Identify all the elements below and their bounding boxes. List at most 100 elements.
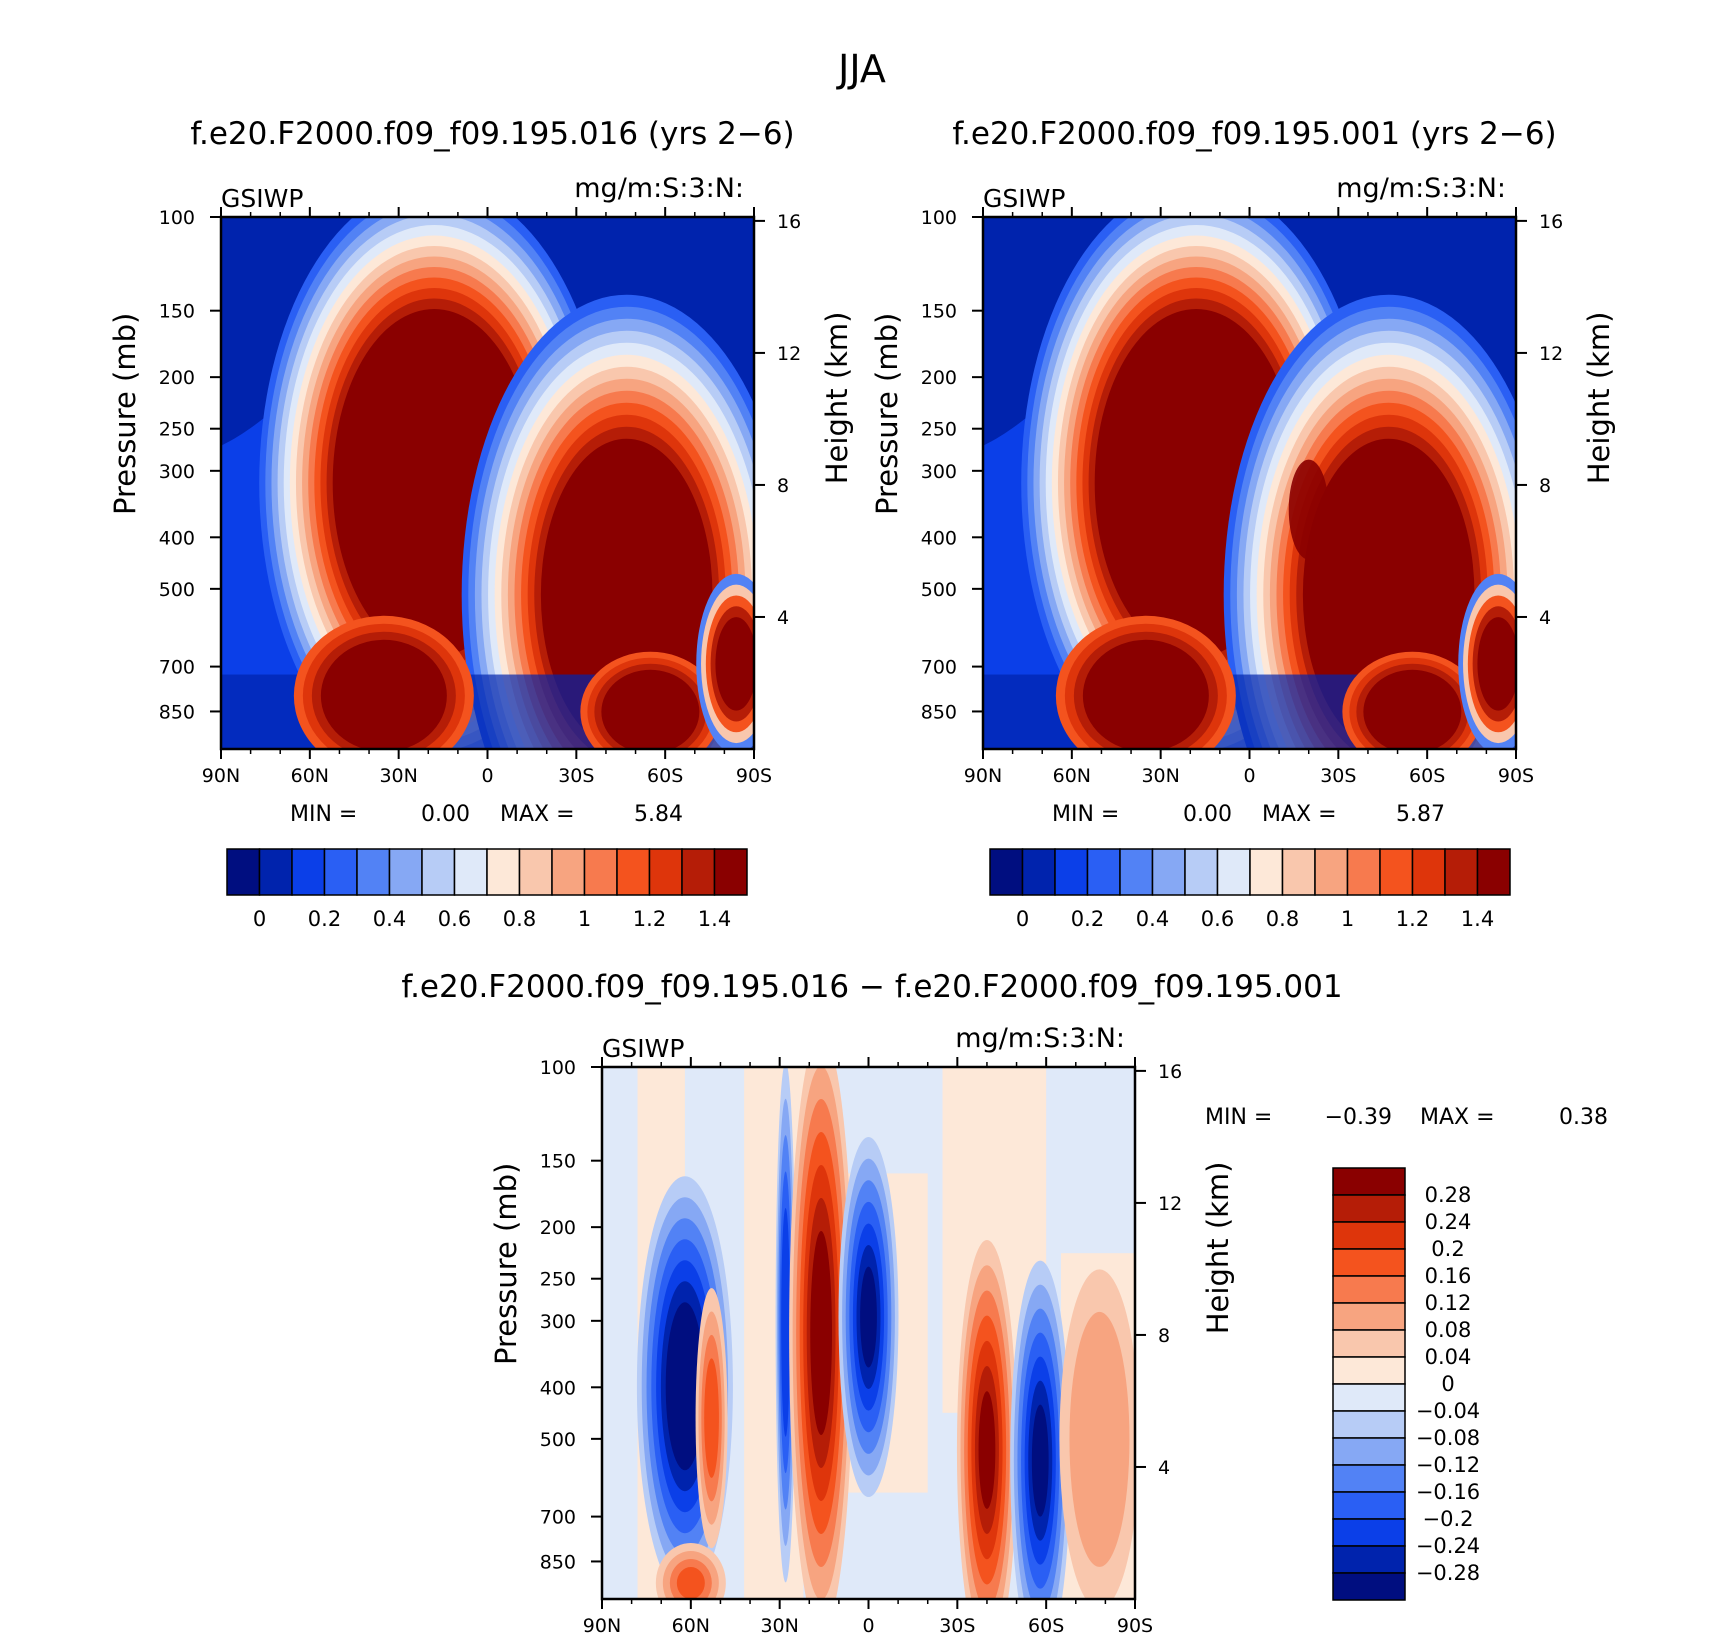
colorbar-label: 0.8	[503, 907, 536, 931]
y-tick-label: 500	[540, 1429, 576, 1451]
nh-lower-ice	[1055, 615, 1236, 749]
x-tick-label: 30S	[939, 1615, 975, 1637]
y-tick-label: 400	[159, 527, 195, 549]
sh-polar-edge	[1458, 573, 1516, 749]
contour-band	[781, 1207, 790, 1437]
y-axis-title: Pressure (mb)	[870, 313, 904, 515]
sh-lower-ice	[580, 651, 721, 749]
y-tick-label: 700	[921, 657, 957, 679]
x-tick-label: 0	[481, 765, 493, 787]
y-axis-title: Pressure (mb)	[489, 1163, 523, 1365]
colorbar-swatch	[1281, 848, 1316, 896]
y-tick-label: 400	[540, 1377, 576, 1399]
colorbar-swatch	[453, 848, 488, 896]
colorbar-label: 1.2	[633, 907, 666, 931]
pos-anomaly-55n	[695, 1288, 728, 1549]
x-tick-label: 30N	[760, 1615, 798, 1637]
colorbar-label: −0.2	[1423, 1507, 1474, 1531]
panel-top-right: 90N 60N 30N 0 30S 60S 90S 100 150 200 250 300 400 500…	[870, 116, 1616, 931]
pos-anomaly-15n	[789, 1067, 854, 1599]
panel-title: f.e20.F2000.f09_f09.195.001 (yrs 2−6)	[952, 116, 1556, 152]
y-tick-label: 200	[159, 367, 195, 389]
colorbar-swatch	[1332, 1194, 1406, 1223]
height-tick-label: 4	[777, 607, 789, 629]
contour-band	[860, 1266, 877, 1368]
colorbar-swatch	[1332, 1410, 1406, 1439]
y-tick-label: 250	[540, 1269, 576, 1291]
x-tick-label: 60N	[1053, 765, 1091, 787]
x-tick-label: 30S	[1320, 765, 1356, 787]
colorbar-label: 0.4	[1136, 907, 1169, 931]
colorbar-swatch	[1332, 1329, 1406, 1358]
colorbar-swatch	[989, 848, 1024, 896]
max-label: MAX =	[1420, 1105, 1495, 1130]
nh-lower-ice	[293, 615, 474, 749]
min-label: MIN =	[1052, 802, 1119, 827]
x-tick-label: 60N	[672, 1615, 710, 1637]
colorbar-label: −0.04	[1416, 1399, 1480, 1423]
contour-band	[601, 669, 700, 749]
colorbar-swatch	[1314, 848, 1349, 896]
pos-anomaly-40s	[956, 1240, 1017, 1599]
max-value: 0.38	[1559, 1105, 1608, 1130]
y-axis-title-right: Height (km)	[1201, 1161, 1235, 1334]
colorbar-label: 0.16	[1425, 1264, 1472, 1288]
colorbar-label: 0.04	[1425, 1345, 1472, 1369]
variable-label: GSIWP	[983, 184, 1065, 213]
colorbar-label: 0	[1441, 1372, 1454, 1396]
panel-title: f.e20.F2000.f09_f09.195.016 − f.e20.F200…	[401, 969, 1342, 1005]
colorbar-swatch	[648, 848, 683, 896]
x-tick-label: 60S	[647, 765, 683, 787]
neg-anomaly-5n	[838, 1137, 899, 1498]
colorbar-label: −0.12	[1416, 1453, 1480, 1477]
contour-band	[1031, 1404, 1049, 1517]
contour-band	[978, 1391, 996, 1509]
units-label: mg/m:S:3:N:	[955, 1023, 1125, 1054]
min-label: MIN =	[290, 802, 357, 827]
y-tick-label: 700	[159, 657, 195, 679]
colorbar-swatch	[1332, 1383, 1406, 1412]
colorbar-label: −0.24	[1416, 1534, 1480, 1558]
colorbar-label: 0.08	[1425, 1318, 1472, 1342]
colorbar-label: −0.16	[1416, 1480, 1480, 1504]
contour-band	[715, 617, 754, 711]
pos-anomaly-75s	[1059, 1269, 1135, 1599]
x-tick-label: 60N	[291, 765, 329, 787]
y-tick-label: 300	[540, 1311, 576, 1333]
colorbar-swatch	[1332, 1302, 1406, 1331]
panel-top-left: 90N 60N 30N 0 30S 60S 90S 100 150 200 250 300 400 500…	[108, 116, 854, 931]
colorbar: 0.28 0.24 0.2 0.16 0.12 0.08 0.04 0 −0.04 −0.08 −0…	[1332, 1167, 1480, 1601]
colorbar-label: 0.6	[438, 907, 471, 931]
y-tick-label: 300	[159, 461, 195, 483]
variable-label: GSIWP	[602, 1034, 684, 1063]
colorbar-swatch	[323, 848, 358, 896]
colorbar-label: 0	[1016, 907, 1029, 931]
colorbar-label: 0.2	[308, 907, 341, 931]
max-value: 5.87	[1396, 802, 1445, 827]
colorbar-label: 0.2	[1431, 1237, 1464, 1261]
x-tick-label: 90S	[1498, 765, 1534, 787]
y-tick-label: 300	[921, 461, 957, 483]
colorbar-swatch	[1021, 848, 1056, 896]
colorbar-label: −0.08	[1416, 1426, 1480, 1450]
min-label: MIN =	[1205, 1105, 1272, 1130]
y-axis-title-right: Height (km)	[1582, 311, 1616, 484]
colorbar: 0 0.2 0.4 0.6 0.8 1 1.2 1.4	[226, 848, 748, 931]
min-value: 0.00	[421, 802, 470, 827]
panel-bottom-diff: 90N 60N 30N 0 30S 60S 90S 100 150 200 250 300 400 500…	[401, 969, 1608, 1637]
colorbar-swatch	[1184, 848, 1219, 896]
height-tick-label: 12	[1539, 343, 1563, 365]
y-tick-label: 200	[921, 367, 957, 389]
height-tick-label: 16	[1539, 211, 1563, 233]
contour-field	[221, 217, 754, 749]
y-axis-title: Pressure (mb)	[108, 313, 142, 515]
contour-band	[1082, 639, 1209, 749]
colorbar-swatch	[1379, 848, 1414, 896]
y-tick-label: 850	[921, 701, 957, 723]
colorbar-label: 1	[578, 907, 591, 931]
contour-band	[1069, 1311, 1130, 1567]
units-label: mg/m:S:3:N:	[574, 173, 744, 204]
colorbar-swatch	[583, 848, 618, 896]
colorbar-label: 0.12	[1425, 1291, 1472, 1315]
x-tick-label: 30S	[558, 765, 594, 787]
